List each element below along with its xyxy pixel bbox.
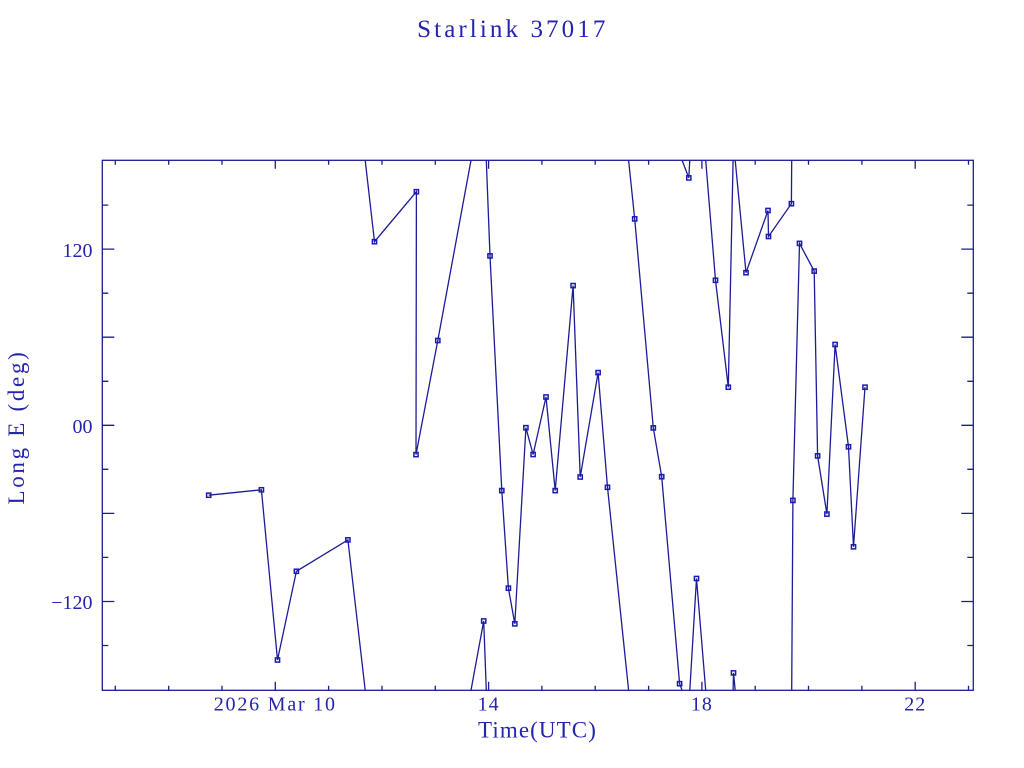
svg-text:−120: −120: [51, 592, 92, 614]
svg-text:00: 00: [73, 416, 93, 438]
svg-text:18: 18: [691, 694, 713, 716]
svg-text:Long E (deg): Long E (deg): [4, 349, 29, 504]
svg-text:2026 Mar 10: 2026 Mar 10: [214, 694, 337, 716]
svg-text:22: 22: [904, 694, 926, 716]
svg-text:120: 120: [63, 240, 93, 262]
svg-text:Time(UTC): Time(UTC): [478, 718, 597, 743]
svg-text:Starlink 37017: Starlink 37017: [417, 16, 608, 43]
svg-text:14: 14: [478, 694, 500, 716]
